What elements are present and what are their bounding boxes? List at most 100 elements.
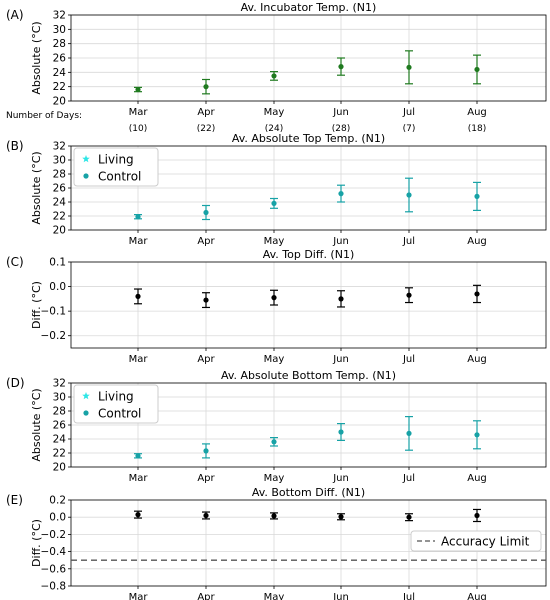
y-axis-label: Absolute (°C) <box>30 151 43 224</box>
x-tick-label: Aug <box>467 592 487 600</box>
days-count: (24) <box>265 124 283 134</box>
y-tick-label: −0.8 <box>41 581 67 593</box>
x-tick-label: Jul <box>402 236 415 247</box>
days-count: (18) <box>468 124 486 134</box>
x-tick-label: May <box>264 354 285 365</box>
data-point <box>338 64 344 70</box>
y-tick-label: 24 <box>53 197 67 209</box>
x-tick-label: Jul <box>402 592 415 600</box>
y-axis-label: Diff. (°C) <box>30 281 43 329</box>
x-tick-label: Mar <box>129 473 149 484</box>
panel-label: (B) <box>6 139 24 153</box>
legend-box <box>410 530 542 552</box>
x-tick-label: Jun <box>332 473 349 484</box>
data-point <box>271 200 277 206</box>
panel-title: Av. Absolute Bottom Temp. (N1) <box>221 369 396 382</box>
legend: Accuracy Limit <box>410 530 542 552</box>
legend: Living Control <box>73 384 159 424</box>
data-point <box>135 512 141 518</box>
y-tick-label: 28 <box>53 406 66 418</box>
series-data <box>134 50 481 95</box>
data-point <box>474 66 480 73</box>
x-tick-label: Jun <box>332 592 349 600</box>
data-point <box>338 191 344 197</box>
x-tick-label: May <box>264 473 285 484</box>
data-point <box>203 297 209 303</box>
data-point <box>406 64 412 70</box>
legend-entry: Accuracy Limit <box>441 535 530 549</box>
x-tick-label: Mar <box>129 592 149 600</box>
x-tick-label: Mar <box>129 107 149 118</box>
data-point <box>135 214 141 220</box>
data-point <box>338 514 344 520</box>
y-tick-label: 0.2 <box>49 495 66 507</box>
legend-entry: Control <box>98 407 141 421</box>
x-tick-label: Jun <box>332 354 349 365</box>
data-point <box>203 84 209 90</box>
data-point <box>135 293 141 299</box>
data-point <box>338 296 344 302</box>
x-tick-label: Mar <box>129 354 149 365</box>
data-point <box>203 209 209 216</box>
legend-marker-star <box>82 392 90 400</box>
legend-box <box>73 384 159 424</box>
x-tick-label: Aug <box>467 107 487 118</box>
y-tick-label: 20 <box>53 225 66 237</box>
days-count: (22) <box>197 124 215 134</box>
legend-marker-dot <box>83 173 89 179</box>
y-tick-label: 20 <box>53 462 66 474</box>
data-point <box>271 73 277 79</box>
legend-marker-star <box>82 155 90 163</box>
x-tick-label: Jun <box>332 236 349 247</box>
y-tick-label: 22 <box>53 211 66 223</box>
x-tick-label: May <box>264 236 285 247</box>
y-axis-label: Absolute (°C) <box>30 388 43 461</box>
y-tick-label: 22 <box>53 448 66 460</box>
legend-marker-dot <box>83 410 89 416</box>
x-tick-label: Apr <box>197 236 215 247</box>
panel-a: 20 22 24 26 28 30 32 Mar Apr May Jun Jul Aug Av. Incu… <box>6 1 547 118</box>
y-tick-label: 0.0 <box>49 281 66 293</box>
data-point <box>271 439 277 445</box>
data-point <box>203 448 209 454</box>
panels: 20 22 24 26 28 30 32 Mar Apr May Jun Jul Aug Av. Incu… <box>6 1 547 600</box>
x-tick-label: May <box>264 592 285 600</box>
x-tick-label: Jul <box>402 473 415 484</box>
legend-entry: Living <box>98 153 134 167</box>
data-point <box>474 193 480 199</box>
panel-b: 20 22 24 26 28 30 32 Mar Apr May Jun Jul Aug Av. Abso… <box>6 132 547 247</box>
y-tick-label: 0.1 <box>49 257 66 269</box>
y-tick-label: 32 <box>53 378 66 390</box>
legend: Living Control <box>73 147 159 187</box>
x-tick-label: Jun <box>332 107 349 118</box>
data-point <box>271 513 277 519</box>
x-tick-label: Aug <box>467 236 487 247</box>
x-tick-label: Aug <box>467 354 487 365</box>
legend-entry: Control <box>98 170 141 184</box>
x-tick-label: Jul <box>402 354 415 365</box>
panel-d: 20 22 24 26 28 30 32 Mar Apr May Jun Jul Aug Av. Abso… <box>6 369 547 484</box>
y-tick-label: −0.6 <box>41 563 67 575</box>
panel-title: Av. Absolute Top Temp. (N1) <box>232 132 385 145</box>
y-tick-label: −0.2 <box>41 330 67 342</box>
y-tick-label: −0.4 <box>41 546 67 558</box>
panel-label: (C) <box>6 255 24 269</box>
y-axis-label: Diff. (°C) <box>30 519 43 567</box>
data-point <box>406 514 412 520</box>
data-point <box>135 453 141 459</box>
y-tick-label: 26 <box>53 420 67 432</box>
x-tick-label: Aug <box>467 473 487 484</box>
x-tick-label: May <box>264 107 285 118</box>
data-point <box>474 291 480 297</box>
data-point <box>474 432 480 438</box>
data-point <box>135 86 141 93</box>
x-tick-label: Apr <box>197 473 215 484</box>
panel-title: Av. Bottom Diff. (N1) <box>252 486 365 499</box>
plot-frame <box>70 261 547 349</box>
panel-label: (E) <box>6 493 23 507</box>
y-tick-label: 30 <box>53 24 66 36</box>
y-tick-label: 26 <box>53 53 67 65</box>
y-tick-label: 20 <box>53 96 66 108</box>
plot-frame <box>70 499 547 587</box>
